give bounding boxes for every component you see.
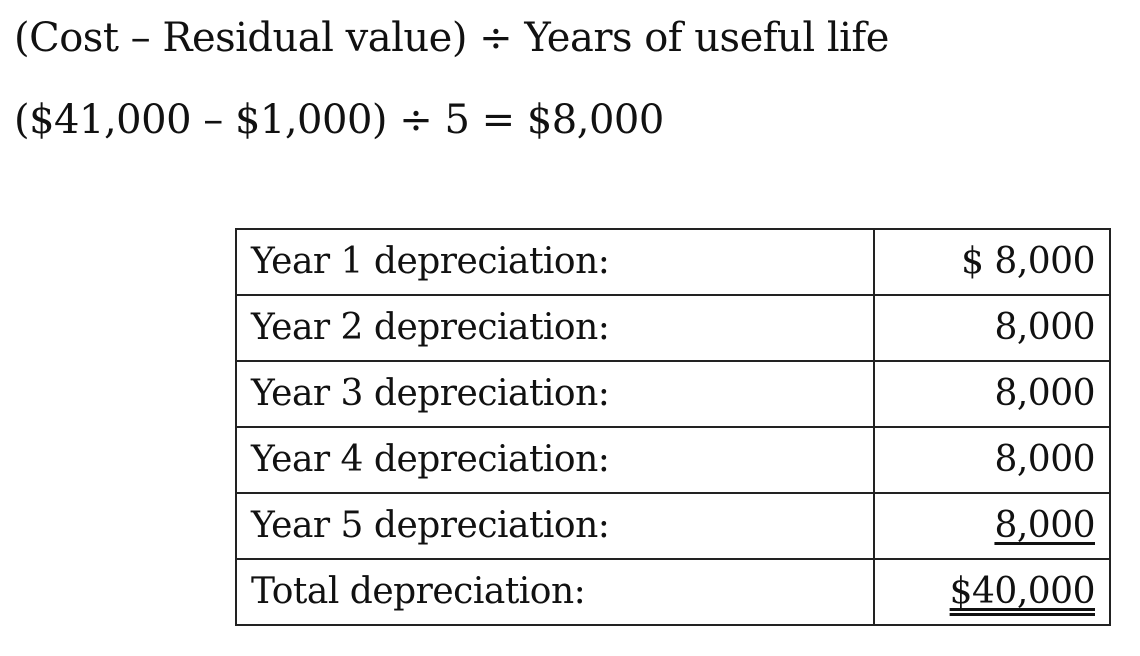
- year-3-value: 8,000: [873, 360, 1111, 428]
- year-2-value: 8,000: [873, 294, 1111, 362]
- table-row-year-4: Year 4 depreciation: 8,000: [235, 426, 1111, 494]
- table-row-year-3: Year 3 depreciation: 8,000: [235, 360, 1111, 428]
- total-label: Total depreciation:: [235, 558, 875, 626]
- total-value: $40,000: [949, 571, 1096, 612]
- formula-calculation: ($41,000 – $1,000) ÷ 5 = $8,000: [14, 97, 664, 143]
- table-row-year-1: Year 1 depreciation: $ 8,000: [235, 228, 1111, 296]
- depreciation-table: Year 1 depreciation: $ 8,000 Year 2 depr…: [235, 228, 1111, 626]
- year-3-label: Year 3 depreciation:: [235, 360, 875, 428]
- year-5-label: Year 5 depreciation:: [235, 492, 875, 560]
- table-row-year-5: Year 5 depreciation: 8,000: [235, 492, 1111, 560]
- year-1-value: $ 8,000: [873, 228, 1111, 296]
- year-5-value: 8,000: [994, 505, 1095, 546]
- table-row-year-2: Year 2 depreciation: 8,000: [235, 294, 1111, 362]
- year-2-label: Year 2 depreciation:: [235, 294, 875, 362]
- year-4-value: 8,000: [873, 426, 1111, 494]
- formula-definition: (Cost – Residual value) ÷ Years of usefu…: [14, 15, 889, 61]
- table-row-total: Total depreciation: $40,000: [235, 558, 1111, 626]
- year-1-label: Year 1 depreciation:: [235, 228, 875, 296]
- year-4-label: Year 4 depreciation:: [235, 426, 875, 494]
